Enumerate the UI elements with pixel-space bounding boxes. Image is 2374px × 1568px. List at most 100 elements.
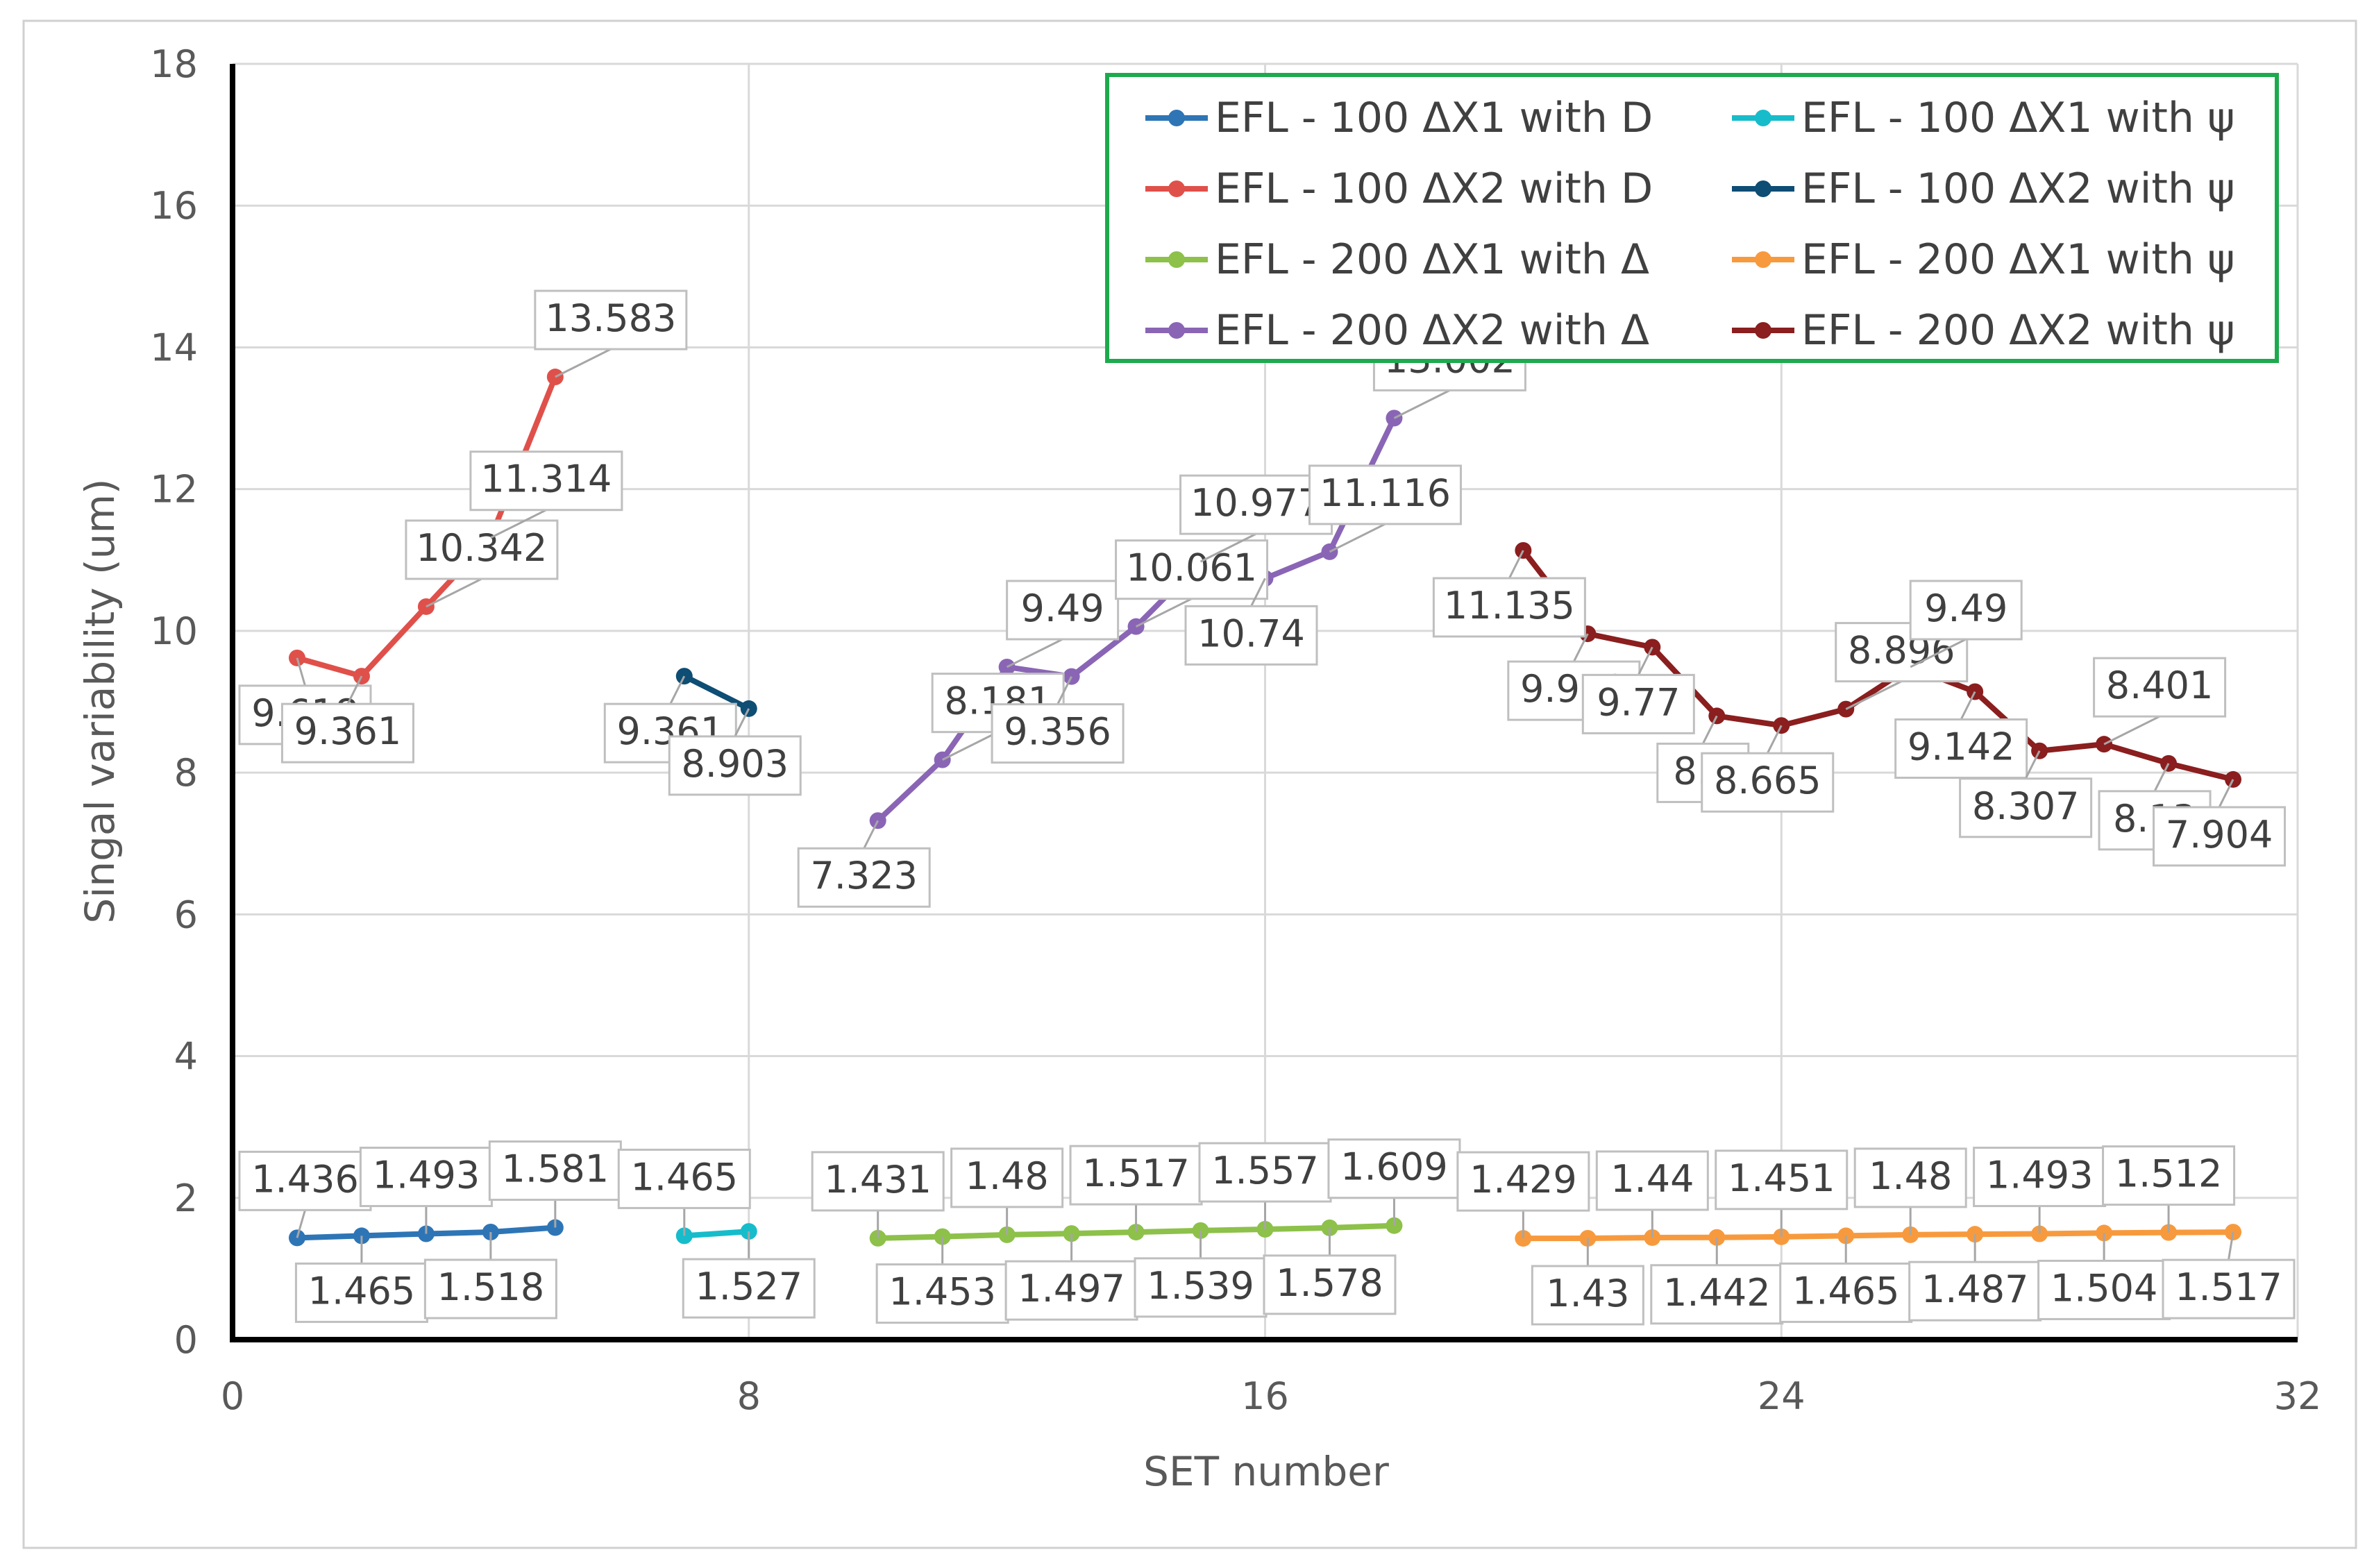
y-tick-label: 18 (150, 42, 198, 86)
data-label-box (1327, 1138, 1461, 1199)
x-tick-label: 16 (1241, 1374, 1289, 1418)
data-label-box (2162, 1258, 2296, 1320)
legend-swatch-marker (1168, 180, 1185, 197)
data-label: 10.977 (1179, 474, 1333, 563)
data-label-box (1004, 1260, 1138, 1321)
data-label-value: 1.451 (1728, 1156, 1835, 1200)
data-label-box (1531, 1265, 1644, 1326)
data-label-value: 1.453 (889, 1270, 996, 1314)
data-label-leader (1056, 675, 1072, 705)
data-label-leader (1393, 389, 1451, 419)
data-label-box (1959, 777, 2093, 838)
legend-swatch-marker (1755, 251, 1771, 268)
legend-label: EFL - 100 ΔX1 with ψ (1801, 94, 2235, 142)
data-label: 1.451 (1715, 1149, 1849, 1237)
data-label-box (1432, 577, 1586, 638)
data-label-box (2093, 657, 2227, 718)
data-label-leader (490, 509, 547, 539)
data-label: 1.465 (1779, 1236, 1913, 1323)
data-label-leader (941, 731, 999, 761)
legend-item-efl-100-x1-with-d: EFL - 100 ΔX1 with D (1145, 94, 1653, 142)
data-label-value: 1.493 (1986, 1154, 2094, 1197)
data-label-value: 10.977 (1190, 481, 1322, 525)
data-label: 8.665 (1701, 725, 1835, 813)
data-label-value: 9.142 (1908, 725, 2015, 769)
legend-box (1105, 73, 2279, 363)
legend-label: EFL - 100 ΔX2 with D (1215, 165, 1653, 213)
data-label-value: 1.487 (1921, 1267, 2029, 1311)
data-label-box (1973, 1147, 2107, 1208)
data-label: 9.142 (1894, 691, 2028, 779)
legend-item-efl-100-x1-with: EFL - 100 ΔX1 with ψ (1732, 94, 2235, 142)
data-label-box (359, 1147, 493, 1208)
y-tick-label: 6 (174, 893, 198, 936)
data-label: 11.116 (1308, 464, 1462, 553)
data-label-leader (1006, 638, 1063, 668)
data-label-box (1909, 580, 2023, 641)
data-label-leader (1135, 598, 1193, 628)
data-label-box (405, 519, 559, 580)
y-axis-title: Singal variability (um) (76, 478, 124, 923)
data-label: 13.583 (534, 289, 688, 378)
legend-item-efl-200-x1-with: EFL - 200 ΔX1 with ψ (1732, 235, 2235, 284)
data-label-box (875, 1263, 1009, 1324)
data-label-value: 1.493 (373, 1154, 480, 1197)
legend-item-efl-100-x2-with-d: EFL - 100 ΔX2 with D (1145, 165, 1653, 213)
data-label-leader (1845, 680, 1902, 710)
data-label-value: 8.903 (681, 742, 789, 786)
data-label: 10.342 (405, 519, 559, 608)
data-label-value: 1.504 (2051, 1266, 2158, 1310)
data-label-box (1581, 673, 1695, 734)
data-label: 1.436 (238, 1150, 372, 1238)
data-label: 1.581 (488, 1140, 622, 1228)
data-label-box (1308, 464, 1462, 525)
data-label-value: 1.465 (1792, 1269, 1900, 1313)
data-label: 1.465 (294, 1236, 428, 1323)
data-label: 1.48 (1853, 1147, 1967, 1235)
data-label-box (1894, 718, 2028, 779)
data-label-value: 11.135 (1444, 584, 1575, 627)
data-label-leader (1701, 715, 1718, 745)
data-label-value: 8.665 (1714, 759, 1821, 802)
data-label: 9.356 (991, 675, 1125, 764)
data-label-box (1853, 1147, 1967, 1208)
data-label-value: 1.431 (824, 1158, 932, 1202)
data-label-box (2102, 1145, 2236, 1206)
data-label-box (1184, 605, 1318, 666)
data-label-leader (863, 820, 879, 849)
data-label-value: 10.342 (416, 526, 547, 570)
data-label-box (1908, 1261, 2042, 1322)
data-label: 9.49 (1909, 580, 2023, 668)
data-label-box (1715, 1149, 1849, 1211)
data-label-value: 9.49 (1924, 587, 2007, 630)
x-tick-label: 24 (1758, 1374, 1805, 1418)
data-label-box (1134, 1257, 1268, 1318)
data-label-value: 11.116 (1320, 471, 1451, 515)
data-label: 1.518 (423, 1231, 557, 1320)
data-label-box (1595, 1150, 1709, 1211)
series-line-efl-200-x1-with (1523, 1229, 2234, 1242)
data-label-leader (2103, 715, 2160, 745)
x-tick-label: 32 (2274, 1374, 2322, 1418)
data-label-box (1006, 580, 1120, 641)
data-label-box (797, 847, 931, 908)
legend-label: EFL - 100 ΔX2 with ψ (1801, 165, 2235, 213)
data-label-leader (734, 708, 750, 737)
data-label-box (1263, 1254, 1397, 1315)
legend-item-efl-200-x2-with: EFL - 200 ΔX2 with ψ (1732, 306, 2235, 355)
data-label-leader (1573, 633, 1589, 662)
data-label: 1.429 (1456, 1151, 1590, 1239)
y-tick-label: 8 (174, 751, 198, 795)
data-label: 8.896 (1835, 622, 1969, 710)
data-label: 11.314 (469, 450, 623, 539)
data-label: 10.74 (1184, 578, 1318, 666)
data-label-box (1701, 752, 1835, 813)
legend-label: EFL - 200 ΔX2 with Δ (1215, 306, 1649, 355)
data-label-box (1198, 1142, 1332, 1203)
data-label-box (1779, 1262, 1913, 1323)
data-label-value: 13.583 (545, 296, 676, 340)
data-label: 8.903 (668, 708, 802, 796)
legend-label: EFL - 200 ΔX2 with ψ (1801, 306, 2235, 355)
data-label-value: 1.527 (695, 1265, 802, 1308)
